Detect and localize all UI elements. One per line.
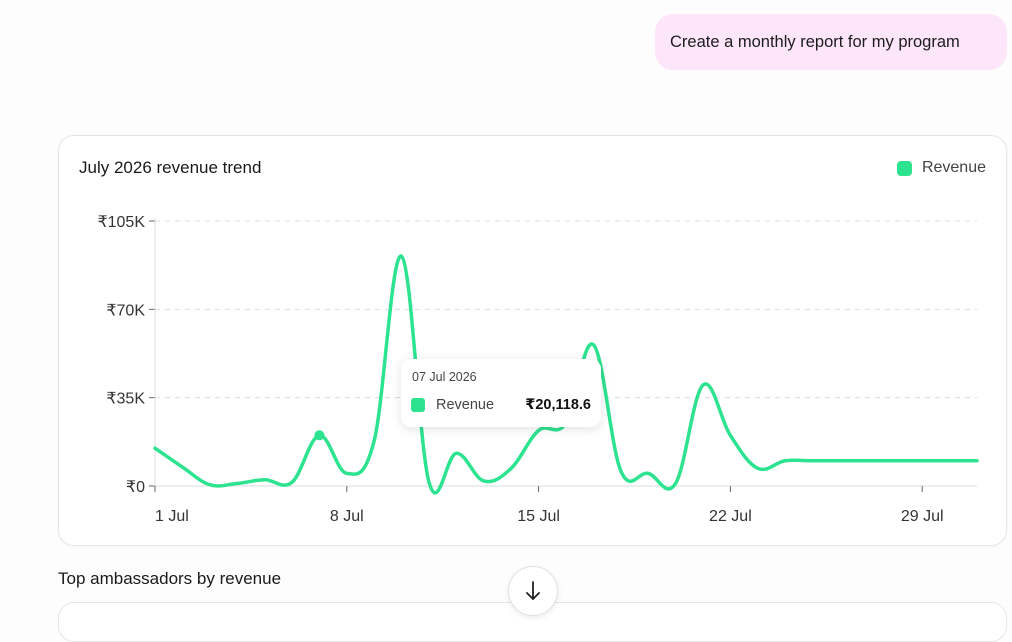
legend-label: Revenue (921, 159, 986, 176)
tooltip-value: ₹20,118.6 (525, 397, 591, 413)
y-tick-label: ₹105K (97, 214, 145, 231)
chart-legend[interactable]: Revenue (896, 159, 986, 177)
x-tick-label: 8 Jul (330, 508, 364, 525)
tooltip-row: Revenue ₹20,118.6 (411, 397, 591, 413)
section-title: Top ambassadors by revenue (58, 569, 282, 588)
revenue-chart-card: July 2026 revenue trend Revenue ₹0 ₹35K ₹7… (58, 135, 1007, 546)
legend-swatch (896, 160, 912, 176)
chart-tooltip: 07 Jul 2026 Revenue ₹20,118.6 (401, 359, 601, 427)
highlight-point (314, 430, 325, 441)
tooltip-date: 07 Jul 2026 (412, 370, 477, 384)
x-tick-label: 15 Jul (517, 508, 560, 525)
user-message-text: Create a monthly report for my program (670, 32, 960, 51)
x-tick-label: 29 Jul (901, 508, 944, 525)
x-tick-label: 1 Jul (155, 508, 189, 525)
revenue-series-line (153, 254, 979, 495)
tooltip-swatch (411, 398, 425, 412)
user-message-bubble: Create a monthly report for my program (655, 14, 1007, 70)
tooltip-label: Revenue (436, 397, 495, 413)
y-tick-label: ₹35K (106, 391, 145, 408)
chart-title: July 2026 revenue trend (79, 158, 262, 177)
x-tick-label: 22 Jul (709, 508, 752, 525)
arrow-down-icon (526, 581, 540, 600)
y-tick-label: ₹70K (106, 302, 145, 319)
y-tick-label: ₹0 (126, 479, 145, 496)
revenue-line-chart[interactable]: ₹0 ₹35K ₹70K ₹105K 1 Jul 8 Jul 15 Jul 22 Jul 29 … (59, 136, 1008, 547)
scroll-down-button[interactable] (508, 566, 558, 616)
